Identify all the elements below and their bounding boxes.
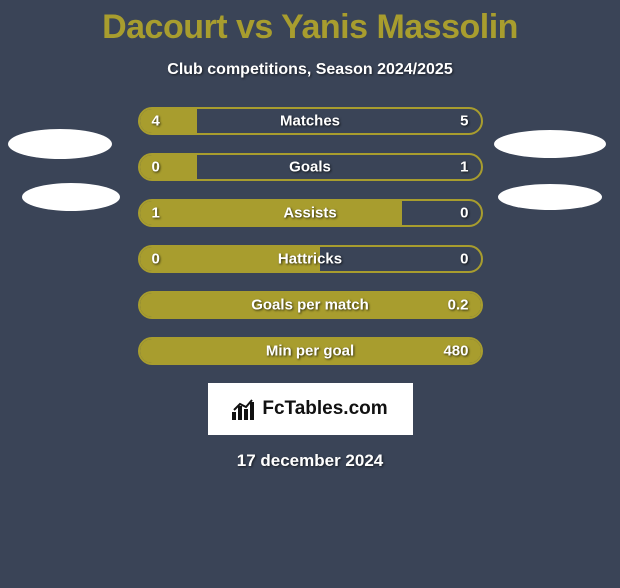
stat-right-value: 1 [460, 159, 468, 176]
logo-box: FcTables.com [208, 383, 413, 435]
stat-right-value: 0.2 [448, 297, 469, 314]
stat-rows-container: 4 Matches 5 0 Goals 1 1 Assists 0 0 Hattricks 0 Goal… [138, 107, 483, 365]
avatar-placeholder [8, 129, 112, 159]
vs-text: vs [227, 8, 281, 46]
stat-label: Hattricks [278, 251, 342, 268]
stat-label: Assists [283, 205, 336, 222]
avatar-placeholder [22, 183, 120, 211]
stat-row: Min per goal 480 [138, 337, 483, 365]
stat-label: Matches [280, 113, 340, 130]
stat-left-value: 0 [152, 251, 160, 268]
stat-row-fill-left [140, 109, 198, 133]
stat-row: 1 Assists 0 [138, 199, 483, 227]
stat-row: 0 Goals 1 [138, 153, 483, 181]
stat-label: Min per goal [266, 343, 354, 360]
stat-row-fill-left [140, 155, 198, 179]
date-text: 17 december 2024 [0, 451, 620, 471]
stat-left-value: 1 [152, 205, 160, 222]
stat-row: 0 Hattricks 0 [138, 245, 483, 273]
stat-left-value: 0 [152, 159, 160, 176]
stat-right-value: 480 [443, 343, 468, 360]
stat-row: Goals per match 0.2 [138, 291, 483, 319]
stat-right-value: 0 [460, 251, 468, 268]
logo-text: FcTables.com [262, 398, 387, 420]
avatar-placeholder [498, 184, 602, 210]
stat-right-value: 5 [460, 113, 468, 130]
avatar-placeholder [494, 130, 606, 158]
fctables-logo-icon [232, 398, 258, 420]
stat-row: 4 Matches 5 [138, 107, 483, 135]
stat-left-value: 4 [152, 113, 160, 130]
page-title: Dacourt vs Yanis Massolin [0, 8, 620, 47]
player2-name: Yanis Massolin [281, 8, 518, 46]
stat-right-value: 0 [460, 205, 468, 222]
stat-row-fill-left [140, 201, 403, 225]
subtitle: Club competitions, Season 2024/2025 [0, 61, 620, 79]
stat-label: Goals per match [251, 297, 369, 314]
player1-name: Dacourt [102, 8, 227, 46]
stat-label: Goals [289, 159, 331, 176]
